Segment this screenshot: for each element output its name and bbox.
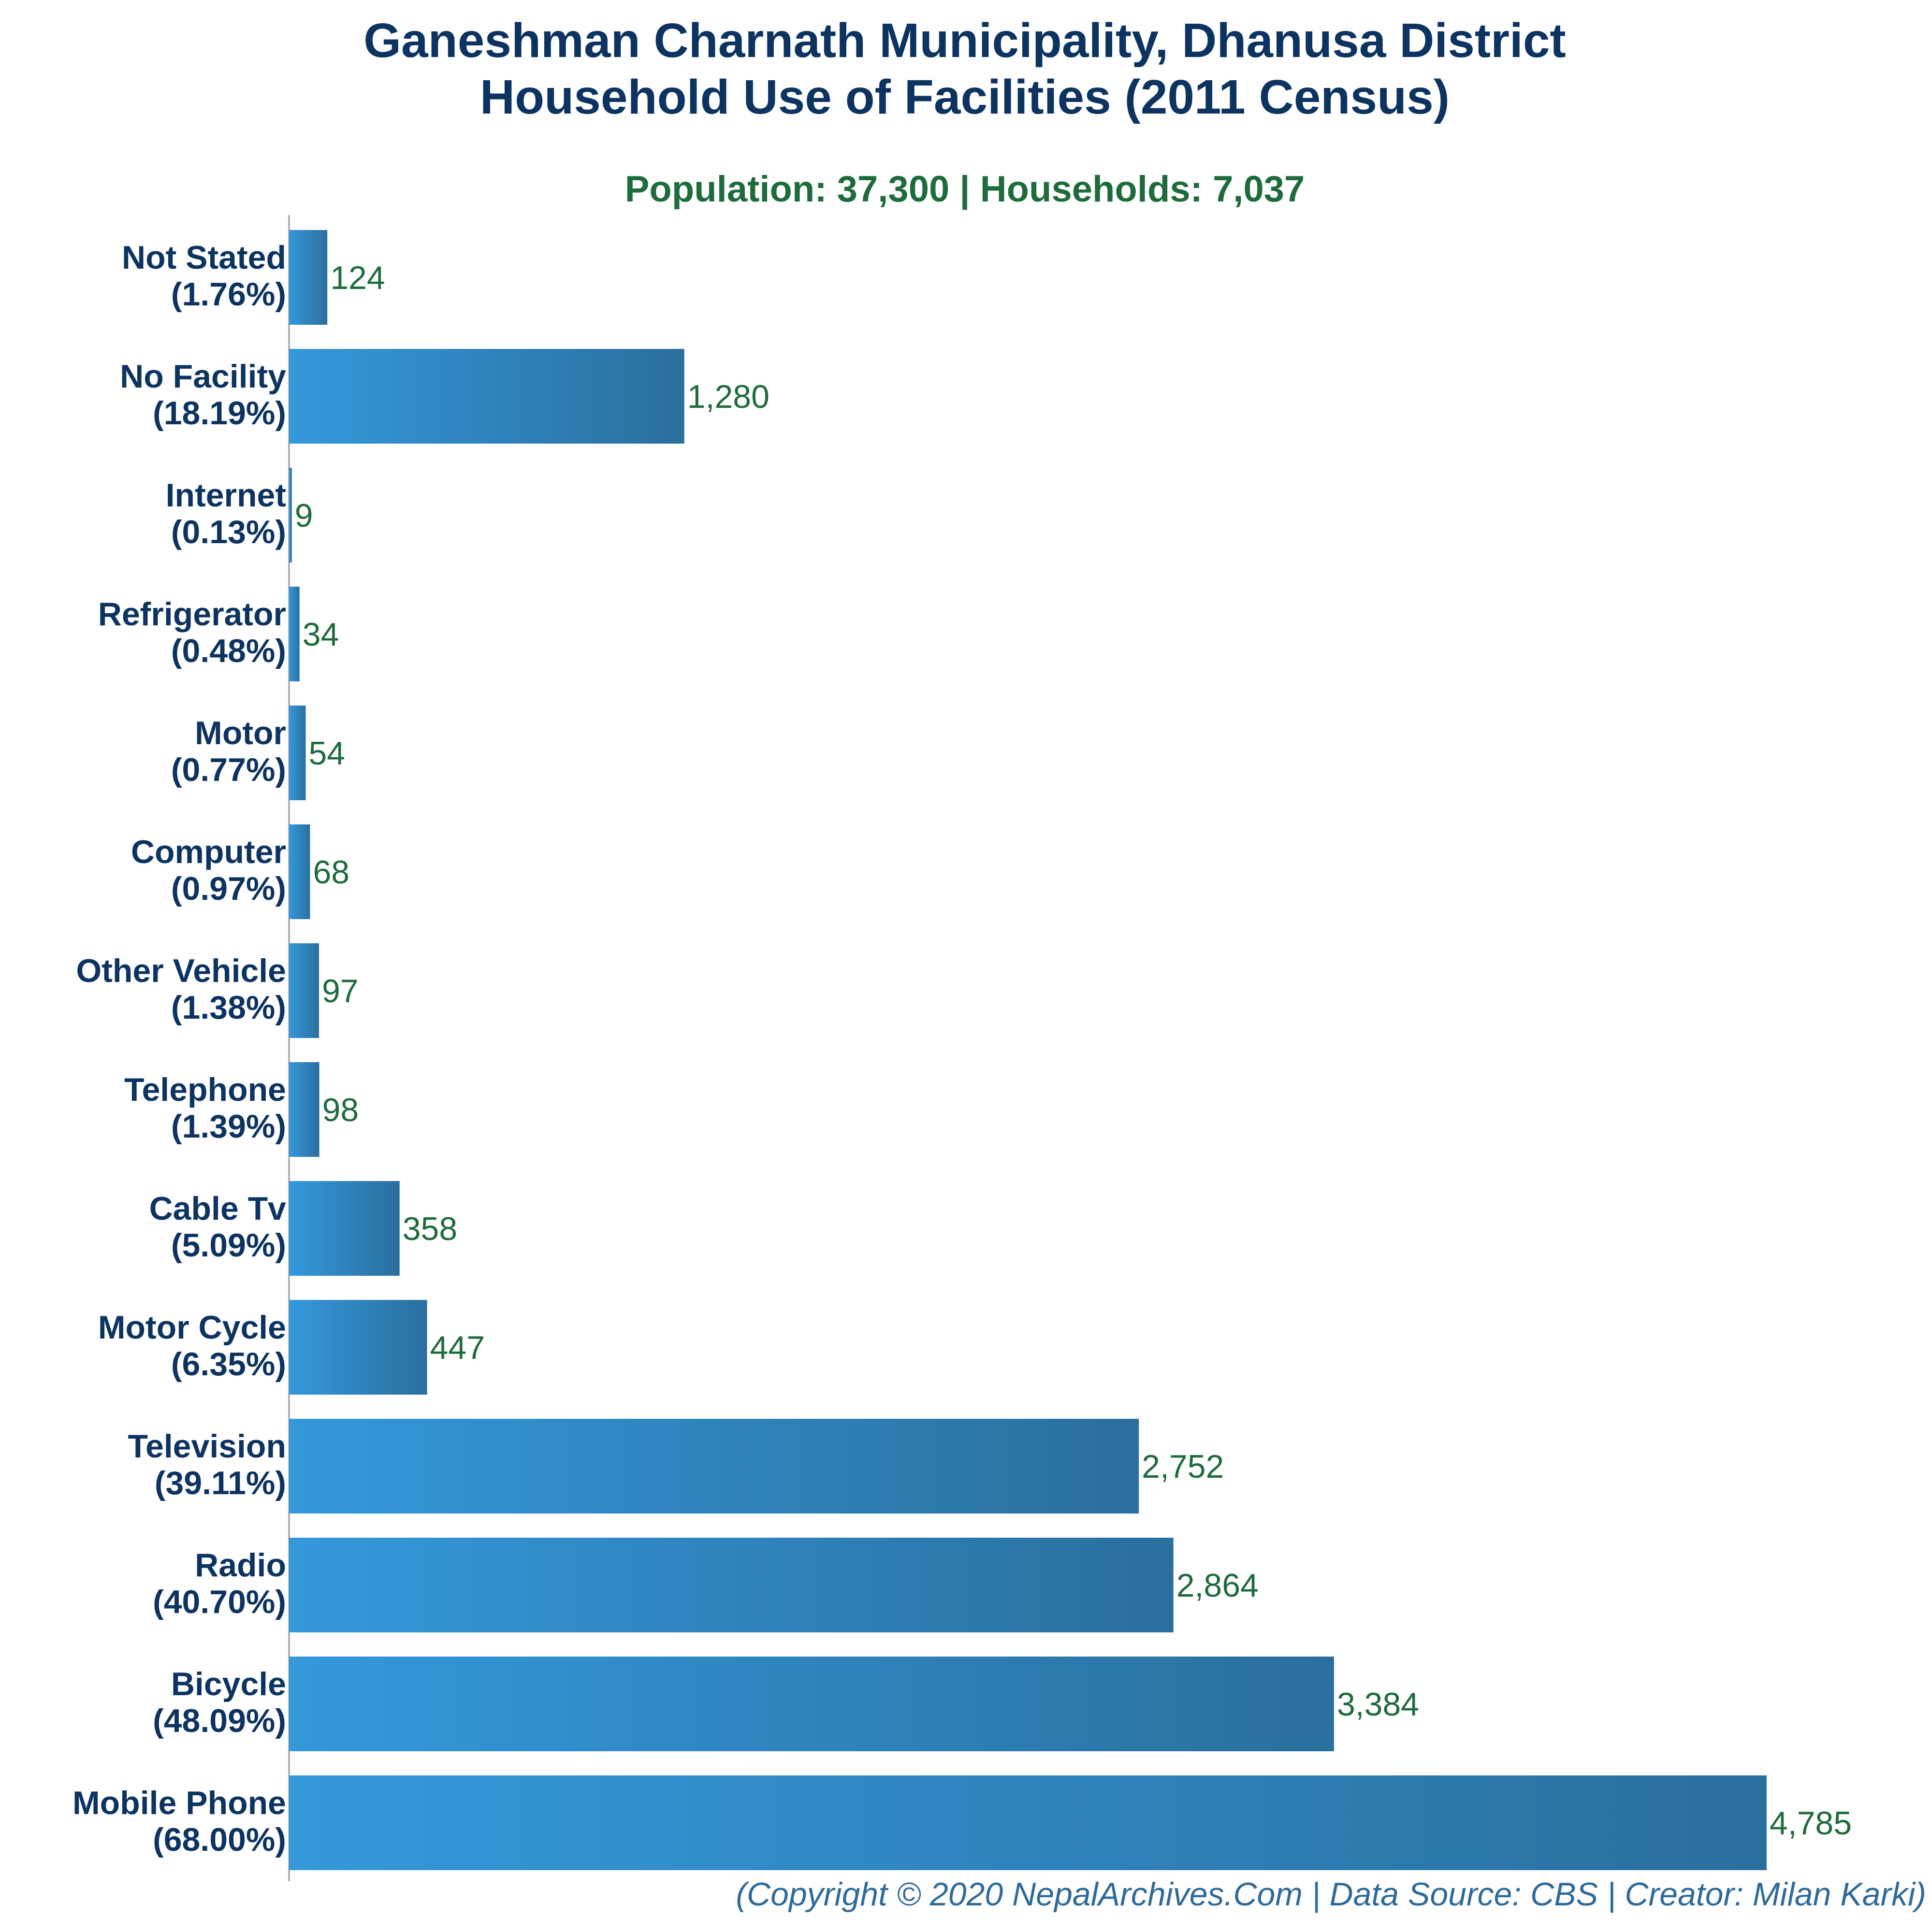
chart-footer: (Copyright © 2020 NepalArchives.Com | Da… — [736, 1876, 1926, 1913]
bar — [289, 824, 310, 919]
category-percent-label: (0.48%) — [171, 633, 286, 669]
category-label: Television — [128, 1428, 286, 1465]
bar — [289, 706, 306, 800]
bar-value-label: 97 — [322, 973, 359, 1009]
bar — [289, 1181, 400, 1276]
bar — [289, 1775, 1767, 1870]
bar — [289, 230, 328, 325]
category-label: Not Stated — [122, 239, 286, 276]
category-percent-label: (68.00%) — [153, 1821, 286, 1858]
bar-value-label: 54 — [308, 735, 345, 772]
bar-value-label: 3,384 — [1337, 1686, 1419, 1723]
category-label: Motor Cycle — [98, 1309, 286, 1346]
chart-title-line-2: Household Use of Facilities (2011 Census… — [480, 70, 1450, 124]
bar-value-label: 68 — [313, 854, 349, 891]
bar-value-label: 2,752 — [1142, 1448, 1224, 1485]
category-percent-label: (1.38%) — [171, 989, 286, 1026]
category-percent-label: (1.39%) — [171, 1108, 286, 1145]
category-label: No Facility — [120, 358, 286, 395]
category-label: Cable Tv — [149, 1190, 287, 1227]
category-percent-label: (5.09%) — [171, 1227, 286, 1264]
category-percent-label: (0.77%) — [171, 751, 286, 788]
bar-value-label: 1,280 — [687, 378, 769, 415]
category-label: Telephone — [124, 1071, 286, 1108]
category-label: Radio — [195, 1547, 286, 1584]
bar-value-label: 98 — [322, 1092, 359, 1128]
category-percent-label: (18.19%) — [153, 395, 286, 432]
category-label: Other Vehicle — [76, 952, 286, 989]
category-label: Motor — [195, 715, 286, 751]
bar — [289, 587, 300, 681]
bar-value-label: 2,864 — [1176, 1567, 1259, 1604]
category-label: Bicycle — [171, 1666, 286, 1702]
category-label: Internet — [166, 477, 286, 514]
category-percent-label: (6.35%) — [171, 1346, 286, 1383]
bar-value-label: 9 — [295, 497, 313, 534]
bar-value-label: 447 — [430, 1329, 485, 1366]
bar — [289, 1419, 1139, 1514]
category-percent-label: (0.13%) — [171, 514, 286, 550]
bar-value-label: 4,785 — [1770, 1805, 1852, 1842]
category-label: Refrigerator — [98, 596, 286, 633]
chart-subtitle: Population: 37,300 | Households: 7,037 — [625, 169, 1305, 210]
bar — [289, 349, 684, 444]
category-label: Mobile Phone — [73, 1785, 286, 1821]
bar — [289, 468, 292, 562]
bar-value-label: 124 — [330, 260, 385, 296]
category-percent-label: (1.76%) — [171, 276, 286, 313]
category-percent-label: (40.70%) — [153, 1584, 286, 1620]
category-percent-label: (48.09%) — [153, 1702, 286, 1739]
bar — [289, 1538, 1174, 1632]
category-percent-label: (39.11%) — [155, 1465, 286, 1501]
bar — [289, 1062, 319, 1157]
bar — [289, 1300, 427, 1395]
category-label: Computer — [131, 834, 286, 870]
chart-title-line-1: Ganeshman Charnath Municipality, Dhanusa… — [363, 14, 1566, 68]
bars-group: 124 Not Stated(1.76%) 1,280 No Facility(18.… — [73, 230, 1852, 1870]
bar — [289, 943, 319, 1038]
bar-value-label: 34 — [303, 616, 339, 653]
category-percent-label: (0.97%) — [171, 870, 286, 907]
bar — [289, 1657, 1334, 1751]
bar-value-label: 358 — [403, 1211, 457, 1247]
